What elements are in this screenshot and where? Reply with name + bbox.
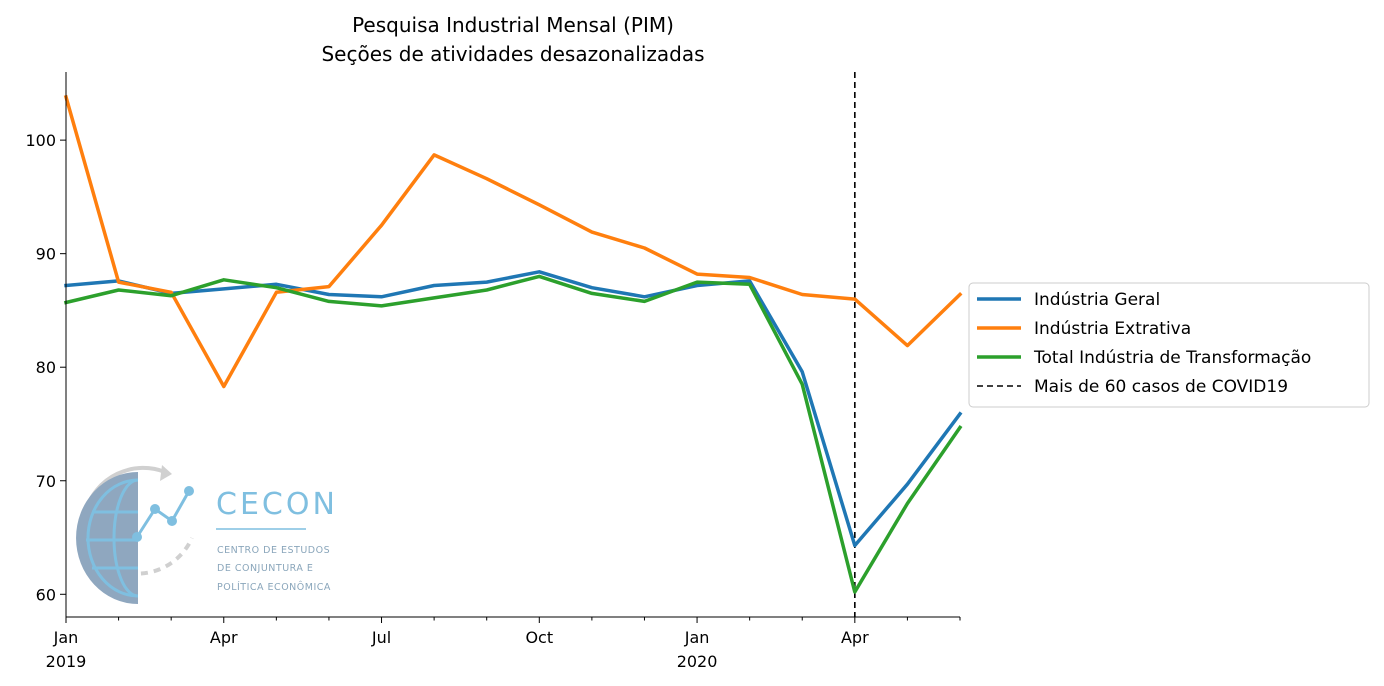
legend-label-2: Indústria Extrativa [1034, 319, 1191, 339]
logo-line-2: DE CONJUNTURA E [217, 563, 313, 574]
logo-line-3: POLÍTICA ECONÔMICA [217, 581, 331, 593]
x-tick-label: Apr [210, 628, 238, 647]
x-tick-label: Jan [684, 628, 710, 647]
legend-label-1: Indústria Geral [1034, 290, 1160, 310]
logo-arrow-head [160, 465, 172, 481]
x-tick-year-label: 2019 [46, 652, 87, 671]
logo-line-1: CENTRO DE ESTUDOS [217, 545, 330, 556]
y-tick-label: 70 [36, 472, 56, 491]
x-tick-year-label: 2020 [677, 652, 718, 671]
series-line-2 [63, 94, 963, 389]
series-line-1 [64, 270, 963, 548]
x-tick-label: Apr [841, 628, 869, 647]
y-tick-label: 80 [36, 358, 56, 377]
legend-label-3: Total Indústria de Transformação [1033, 348, 1311, 368]
logo-mini-line [135, 490, 191, 538]
x-ticks: Jan 2019 Apr Jul Oct Jan 2020 Apr [46, 617, 961, 671]
legend: Indústria Geral Indústria Extrativa Total … [968, 282, 1370, 408]
series-line-3 [63, 274, 963, 594]
x-tick-label: Jan [53, 628, 79, 647]
cecon-logo: CECON CENTRO DE ESTUDOS DE CONJUNTURA E … [76, 465, 338, 604]
legend-box [968, 282, 1370, 408]
chart-title: Pesquisa Industrial Mensal (PIM) [352, 13, 674, 37]
x-tick-label: Jul [371, 628, 391, 647]
y-tick-label: 90 [36, 245, 56, 264]
logo-word: CECON [216, 487, 338, 522]
series-layer [63, 94, 963, 594]
logo-globe-half [76, 472, 138, 604]
x-tick-label: Oct [525, 628, 553, 647]
y-tick-label: 60 [36, 585, 56, 604]
legend-label-vline: Mais de 60 casos de COVID19 [1034, 377, 1288, 397]
y-ticks: 60 70 80 90 100 [25, 131, 66, 604]
y-tick-label: 100 [25, 131, 56, 150]
chart-subtitle: Seções de atividades desazonalizadas [321, 42, 704, 66]
axes: 60 70 80 90 100 Jan 2019 Apr Jul Oct Jan 2020 Apr [25, 72, 961, 671]
chart-titles: Pesquisa Industrial Mensal (PIM) Seções … [321, 13, 704, 66]
